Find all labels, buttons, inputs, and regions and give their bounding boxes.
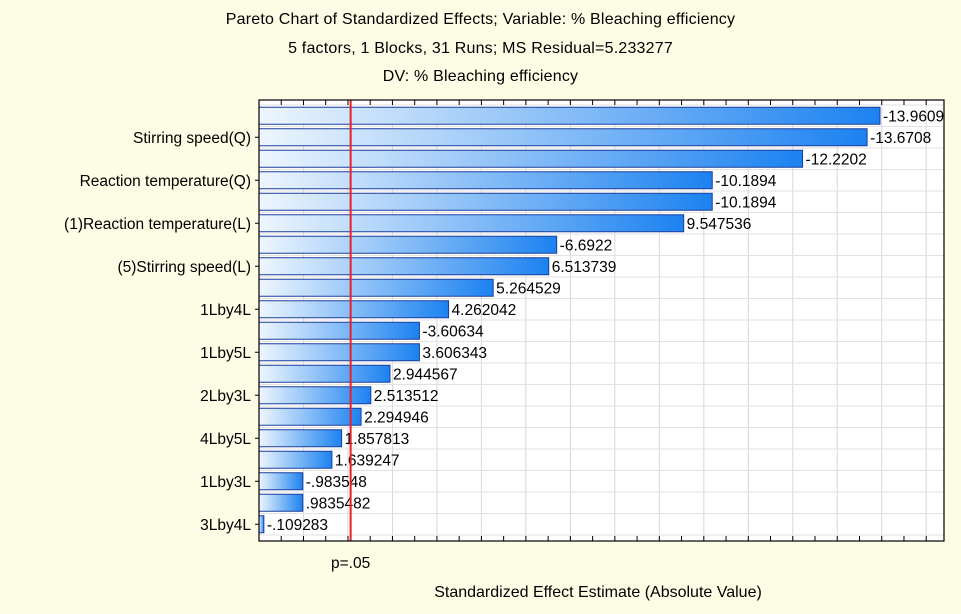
bar [258,364,391,383]
bar [258,386,372,405]
bar-value-label: -10.1894 [715,173,777,190]
category-label: 4Lby5L [200,431,251,448]
bar [258,257,550,276]
bar-value-label: -.109283 [267,517,328,534]
bar [258,171,713,190]
bar-value-label: 9.547536 [687,216,752,233]
chart-subtitle: 5 factors, 1 Blocks, 31 Runs; MS Residua… [288,40,673,57]
category-label: Stirring speed(Q) [133,130,251,147]
bar [258,300,450,319]
bar [258,235,558,254]
bar-value-label: 2.944567 [393,366,458,383]
bar-value-label: 3.606343 [422,345,487,362]
bar [258,192,713,211]
category-label: 2Lby3L [200,388,251,405]
bar-value-label: -10.1894 [715,194,777,211]
category-label: 1Lby4L [200,302,251,319]
bar-value-label: 1.857813 [345,431,410,448]
bar-value-label: -13.6708 [870,130,931,147]
bar-value-label: 1.639247 [335,452,400,469]
category-label: (1)Reaction temperature(L) [64,216,251,233]
bar-value-label: 2.513512 [374,388,439,405]
bar [258,106,881,125]
bar-value-label: -12.2202 [806,151,867,168]
bar-value-label: -.983548 [306,474,367,491]
bar-value-label: 4.262042 [452,302,517,319]
bar [258,429,343,448]
x-axis-label: Standardized Effect Estimate (Absolute V… [434,584,762,601]
chart-dependent-variable: DV: % Bleaching efficiency [382,68,579,85]
bar-value-label: .9835482 [306,495,371,512]
bar [258,450,333,469]
category-label: 3Lby4L [200,517,251,534]
bar-value-label: 2.294946 [364,409,429,426]
category-label: 1Lby3L [200,474,251,491]
bar-value-label: -3.60634 [422,323,484,340]
plot-border [258,99,945,542]
category-label: (5)Stirring speed(L) [117,259,251,276]
bar [258,321,420,340]
bar [258,407,362,426]
chart-title: Pareto Chart of Standardized Effects; Va… [225,11,736,28]
category-label: Reaction temperature(Q) [80,173,251,190]
bar [258,493,304,512]
bar-value-label: 6.513739 [552,259,617,276]
bar [258,343,420,362]
reference-line-label: p=.05 [331,555,370,572]
bar [258,214,685,233]
bar-value-label: -13.9609 [883,108,944,125]
bar [258,278,494,297]
category-label: 1Lby5L [200,345,251,362]
bar-value-label: -6.6922 [560,237,613,254]
bar-value-label: 5.264529 [496,280,561,297]
bar [258,472,304,491]
bar [258,515,265,534]
bar [258,149,804,168]
